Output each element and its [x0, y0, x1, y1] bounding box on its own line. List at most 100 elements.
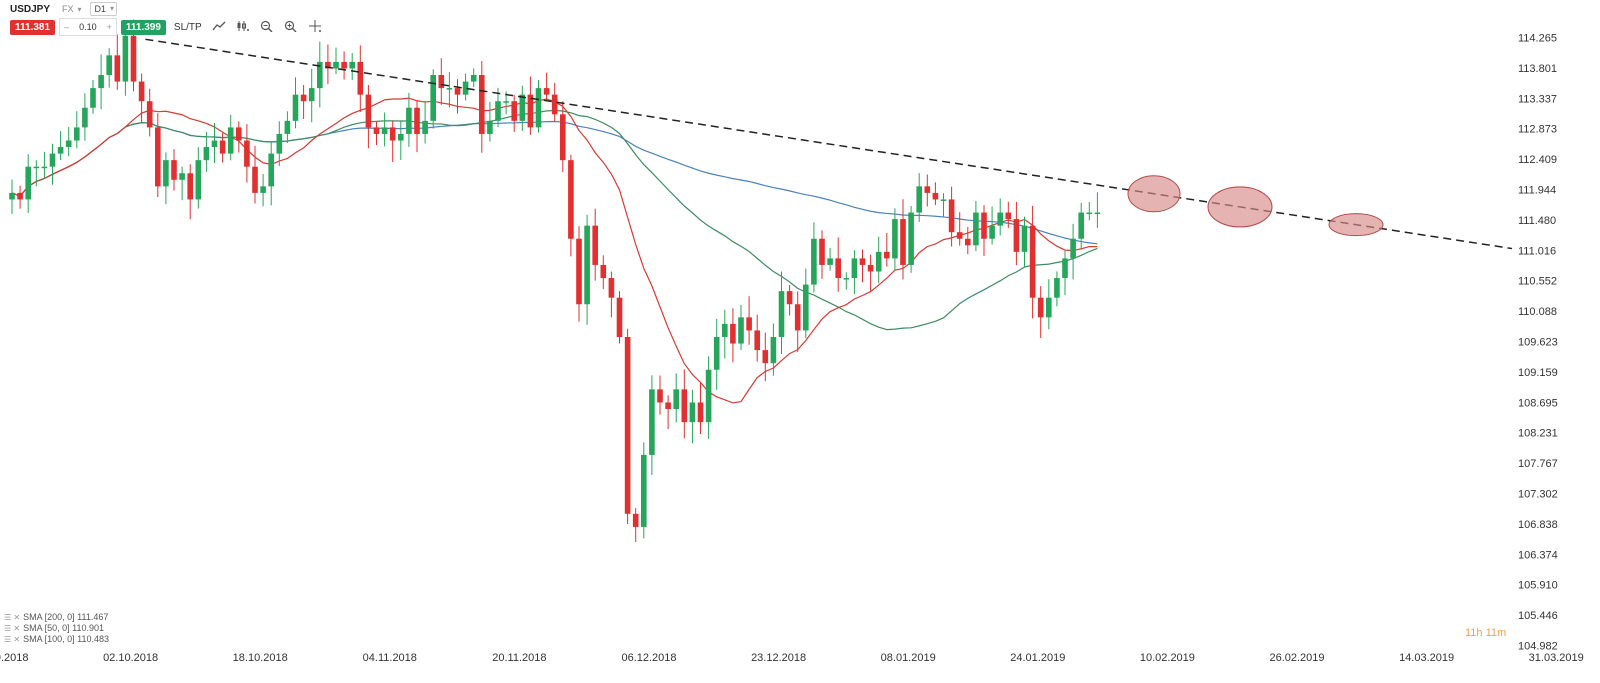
candle-body — [722, 323, 728, 337]
candle-body — [568, 160, 574, 239]
y-tick-label: 109.159 — [1518, 367, 1558, 379]
candle — [357, 45, 364, 112]
candle-body — [657, 389, 663, 403]
settings-icon[interactable]: ☰ ✕ — [4, 635, 21, 644]
candle-body — [867, 264, 874, 272]
candle — [227, 114, 234, 161]
candle — [738, 304, 744, 351]
legend-item-sma100[interactable]: ☰ ✕ SMA [100, 0] 110.483 — [4, 634, 109, 645]
candle — [632, 508, 639, 542]
candle-body — [932, 192, 939, 200]
candle — [1062, 250, 1068, 296]
candle — [616, 291, 623, 344]
sma200-line — [11, 120, 1098, 245]
minus-button[interactable]: – — [64, 22, 70, 32]
candle — [973, 200, 979, 252]
candle — [398, 121, 404, 161]
y-tick-label: 105.446 — [1518, 610, 1558, 622]
candle — [203, 131, 210, 172]
candle-body — [389, 127, 396, 141]
quantity-stepper[interactable]: – 0.10 + — [59, 18, 117, 36]
candle-body — [535, 88, 542, 128]
candle — [867, 254, 874, 292]
chevron-down-icon[interactable]: ▾ — [77, 4, 82, 14]
candle-body — [406, 107, 412, 134]
zoom-out-icon[interactable] — [260, 20, 274, 35]
settings-icon[interactable]: ☰ ✕ — [4, 624, 21, 633]
annotations[interactable] — [145, 38, 1513, 250]
candle-body — [681, 389, 688, 423]
candle-body — [924, 186, 931, 193]
symbol-label[interactable]: USDJPY — [10, 3, 51, 15]
candle — [948, 186, 955, 247]
timeframe-select[interactable]: D1 ▾ — [89, 2, 118, 16]
sell-button[interactable]: 111.381 — [10, 19, 56, 35]
y-tick-label: 111.016 — [1518, 245, 1556, 257]
candle — [138, 73, 145, 123]
candle-body — [414, 107, 420, 134]
candle — [146, 88, 153, 137]
candle-body — [284, 120, 291, 134]
candle-body — [592, 225, 598, 265]
candle-body — [244, 140, 250, 167]
candle — [276, 121, 283, 167]
candle — [9, 179, 15, 214]
candle-body — [49, 153, 56, 167]
candle — [673, 373, 679, 423]
plus-button[interactable]: + — [106, 22, 112, 32]
y-tick-label: 107.767 — [1518, 458, 1558, 470]
x-tick-label: 18.10.2018 — [233, 652, 288, 664]
candle-body — [292, 94, 299, 121]
candle — [438, 58, 445, 105]
indicator-legend: ☰ ✕ SMA [200, 0] 111.467 ☰ ✕ SMA [50, 0] 1… — [4, 612, 109, 645]
line-tool-icon[interactable] — [212, 20, 226, 35]
candle-body — [576, 238, 582, 305]
indicators-icon[interactable] — [236, 20, 250, 35]
sma-lines — [11, 97, 1098, 404]
candle — [1046, 279, 1052, 330]
candle — [940, 193, 947, 217]
candle — [349, 53, 355, 81]
candle-body — [325, 61, 331, 69]
candle — [730, 308, 736, 363]
candle-body — [519, 94, 526, 121]
settings-icon[interactable]: ☰ ✕ — [4, 613, 21, 622]
candle-body — [163, 160, 169, 187]
candle — [33, 160, 40, 187]
candle — [981, 205, 987, 256]
y-tick-label: 108.695 — [1518, 397, 1558, 409]
y-tick-label: 104.982 — [1518, 641, 1558, 653]
candle-body — [398, 133, 404, 141]
candle — [487, 101, 493, 142]
candle — [1094, 192, 1101, 228]
candle — [665, 395, 671, 429]
candle-body — [349, 61, 355, 69]
quantity-value[interactable]: 0.10 — [79, 22, 97, 32]
candle — [106, 48, 112, 88]
candle-body — [827, 258, 833, 265]
crosshair-icon[interactable] — [308, 19, 322, 35]
legend-item-sma50[interactable]: ☰ ✕ SMA [50, 0] 110.901 — [4, 623, 109, 634]
candle-body — [17, 192, 23, 200]
y-tick-label: 113.801 — [1518, 63, 1557, 75]
candle-body — [762, 350, 769, 364]
candle-body — [187, 173, 193, 200]
zoom-in-icon[interactable] — [284, 20, 298, 35]
candle — [325, 44, 331, 85]
candle-body — [705, 369, 712, 423]
candle-body — [90, 88, 96, 108]
candle-body — [341, 61, 347, 69]
candle — [560, 101, 566, 173]
y-tick-label: 105.910 — [1518, 580, 1558, 592]
candle — [1054, 271, 1060, 307]
legend-label: SMA [200, 0] 111.467 — [23, 612, 109, 622]
sltp-button[interactable]: SL/TP — [173, 21, 202, 33]
candle-body — [754, 330, 760, 351]
candle — [592, 208, 598, 281]
candle-body — [770, 336, 777, 364]
candle — [252, 145, 258, 204]
buy-button[interactable]: 111.399 — [120, 19, 166, 35]
legend-item-sma200[interactable]: ☰ ✕ SMA [200, 0] 111.467 — [4, 612, 109, 623]
candle — [884, 233, 890, 267]
